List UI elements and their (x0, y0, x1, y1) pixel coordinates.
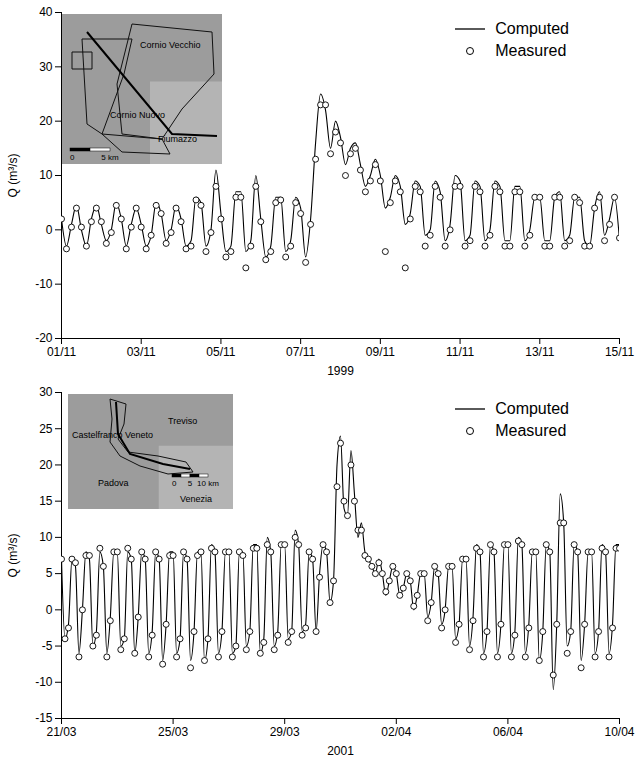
svg-text:10: 10 (39, 530, 53, 544)
svg-text:0: 0 (172, 479, 177, 488)
svg-text:30: 30 (39, 60, 53, 74)
svg-text:29/03: 29/03 (270, 725, 300, 739)
svg-text:20: 20 (39, 114, 53, 128)
svg-text:15/11: 15/11 (605, 345, 634, 359)
html-text:Measured: Measured (495, 422, 567, 439)
svg-text:30: 30 (39, 385, 53, 399)
html-text:Measured: Measured (495, 42, 567, 59)
svg-text:-10: -10 (35, 277, 53, 291)
svg-text:1999: 1999 (327, 364, 354, 378)
svg-text:Cornio Vecchio: Cornio Vecchio (140, 40, 201, 50)
svg-text:0: 0 (46, 223, 53, 237)
svg-text:2001: 2001 (327, 744, 354, 758)
svg-text:Fiumazzo: Fiumazzo (158, 134, 197, 144)
svg-text:06/04: 06/04 (493, 725, 523, 739)
svg-text:Padova: Padova (98, 478, 129, 488)
svg-text:Q (m³/s): Q (m³/s) (6, 534, 20, 578)
html-text:Computed: Computed (495, 20, 569, 37)
svg-text:5: 5 (46, 566, 53, 580)
svg-text:10/04: 10/04 (604, 725, 634, 739)
svg-text:-15: -15 (35, 711, 53, 725)
svg-text:03/11: 03/11 (127, 345, 156, 359)
svg-text:Venezia: Venezia (180, 494, 212, 504)
svg-text:20: 20 (39, 458, 53, 472)
svg-text:40: 40 (39, 5, 53, 19)
svg-text:15: 15 (39, 494, 53, 508)
svg-text:07/11: 07/11 (286, 345, 315, 359)
html-text:Computed: Computed (495, 400, 569, 417)
svg-text:01/11: 01/11 (47, 345, 76, 359)
svg-text:-10: -10 (35, 675, 53, 689)
svg-text:-5: -5 (42, 639, 53, 653)
svg-text:09/11: 09/11 (366, 345, 395, 359)
svg-text:11/11: 11/11 (446, 345, 475, 359)
svg-text:10: 10 (39, 168, 53, 182)
svg-text:0: 0 (70, 153, 75, 162)
svg-text:Castelfranco Veneto: Castelfranco Veneto (72, 430, 153, 440)
svg-text:Cornio Nuovo: Cornio Nuovo (110, 110, 165, 120)
svg-text:21/03: 21/03 (46, 725, 76, 739)
svg-text:13/11: 13/11 (525, 345, 554, 359)
svg-text:Treviso: Treviso (168, 416, 197, 426)
svg-text:10 km: 10 km (197, 479, 219, 488)
svg-text:25: 25 (39, 422, 53, 436)
svg-text:5: 5 (188, 479, 193, 488)
svg-text:02/04: 02/04 (381, 725, 411, 739)
svg-text:Q (m³/s): Q (m³/s) (6, 154, 20, 198)
svg-text:25/03: 25/03 (158, 725, 188, 739)
svg-text:-20: -20 (35, 331, 53, 345)
svg-text:05/11: 05/11 (206, 345, 235, 359)
svg-text:5 km: 5 km (101, 153, 119, 162)
svg-text:0: 0 (46, 603, 53, 617)
